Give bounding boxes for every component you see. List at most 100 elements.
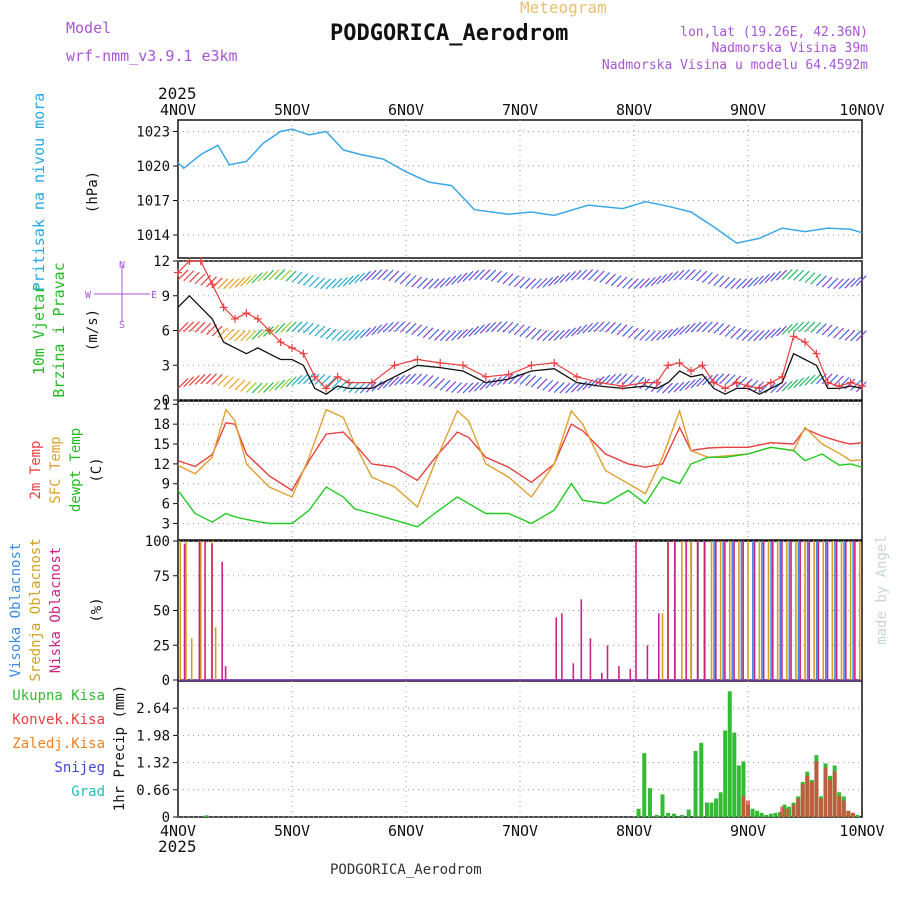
wind-arrow (240, 381, 252, 392)
wind-arrow (827, 277, 839, 289)
precip-bar (787, 806, 792, 817)
wind-arrow (251, 328, 263, 340)
wind-arrow (354, 328, 366, 340)
wind-arrow (542, 330, 554, 342)
wind-arrow (650, 330, 662, 342)
wind-gust-marker (766, 378, 775, 387)
wind-arrow (576, 324, 588, 336)
wind-gust-marker (242, 309, 251, 318)
wind-arrow (285, 376, 297, 388)
precip-bar (823, 767, 828, 817)
wind-arrow (485, 321, 497, 333)
wind-arrow (365, 381, 377, 393)
temp-lines (177, 408, 863, 528)
wind-arrow (188, 375, 200, 386)
wind-arrow (587, 269, 599, 281)
wind-arrow (587, 321, 599, 333)
wind-arrow (530, 328, 542, 340)
wind-arrow (804, 272, 816, 284)
wind-arrow (491, 270, 502, 282)
temp-unit: (C) (89, 457, 105, 482)
wind-arrow (650, 275, 662, 287)
wind-arrow (234, 379, 246, 391)
wind-arrow (753, 381, 765, 393)
wind-arrow (211, 325, 223, 337)
wind-arrow (308, 324, 320, 336)
precip-bar (741, 796, 746, 817)
y-tick-label: 2.64 (136, 701, 170, 717)
wind-arrow (280, 269, 292, 281)
wind-arrow (416, 277, 428, 289)
compass-n: N (119, 260, 125, 271)
wind-arrow (274, 379, 286, 391)
wind-arrow (337, 276, 349, 288)
y-tick-label: 9 (162, 289, 170, 305)
wind-arrow (610, 322, 622, 334)
y-tick-label: 25 (153, 638, 170, 654)
precip-bar (704, 802, 709, 817)
wind-arrow (559, 382, 571, 394)
wind-arrow (451, 273, 463, 285)
wind-gust-marker (310, 372, 319, 381)
wind-arrow (473, 324, 485, 336)
bottom-date-axis: 4NOV 5NOV 6NOV 7NOV 8NOV 9NOV 10NOV (160, 822, 885, 840)
wind-arrow (194, 373, 206, 385)
wind-gust-marker (652, 378, 661, 387)
wind-arrow (616, 373, 628, 385)
wind-arrow (382, 269, 394, 281)
wind-gust-marker (219, 303, 228, 312)
wind-arrow (536, 277, 548, 289)
wind-arrow (228, 329, 240, 341)
wind-arrow (468, 381, 480, 393)
station-title: PODGORICA_Aerodrom (330, 21, 569, 46)
date-tick-label: 7NOV (502, 822, 538, 840)
temp-label-sfc: SFC Temp (48, 436, 64, 503)
wind-arrow (519, 277, 531, 289)
wind-arrow (582, 322, 594, 334)
wind-arrow (684, 322, 696, 334)
wind-gust-marker (367, 378, 376, 387)
wind-arrow (684, 379, 696, 391)
wind-gust-marker (595, 378, 604, 387)
wind-arrow (850, 330, 862, 342)
wind-arrow (382, 321, 394, 333)
wind-arrow (559, 328, 571, 340)
wind-arrow (679, 269, 691, 281)
wind-arrow (707, 321, 719, 333)
wind-arrow (348, 382, 360, 393)
wind-avg-line (177, 294, 863, 395)
precip-bar (837, 796, 842, 817)
wind-arrow (741, 378, 753, 390)
wind-arrow (308, 276, 320, 288)
wind-gust-marker (276, 338, 285, 347)
wind-arrow (707, 273, 719, 285)
wind-gust-marker (858, 382, 866, 391)
wind-arrow (456, 272, 468, 284)
date-tick-label: 5NOV (274, 101, 310, 119)
wind-arrow (302, 373, 314, 385)
wind-gust-marker (253, 314, 262, 323)
wind-arrow (439, 330, 451, 342)
y-tick-label: 3 (162, 358, 170, 374)
wind-arrow (764, 272, 776, 283)
precip-bar (796, 798, 801, 817)
y-tick-label: 1014 (136, 228, 170, 244)
wind-arrow (263, 269, 274, 281)
wind-arrow (536, 329, 548, 341)
wind-gust-marker (459, 361, 467, 370)
wind-arrow (456, 382, 468, 394)
y-tick-label: 50 (153, 604, 170, 620)
wind-arrow (781, 324, 793, 335)
wind-gust-marker (709, 378, 718, 387)
wind-arrow (530, 376, 542, 388)
wind-arrow (616, 276, 628, 288)
wind-arrow (776, 269, 787, 281)
precip-bars (204, 691, 860, 817)
wind-arrow (684, 269, 696, 281)
wind-arrow (605, 321, 616, 333)
wind-arrow (399, 321, 411, 333)
wind-arrow (228, 378, 240, 389)
wind-gust-marker (185, 257, 194, 265)
wind-arrow (833, 327, 844, 339)
